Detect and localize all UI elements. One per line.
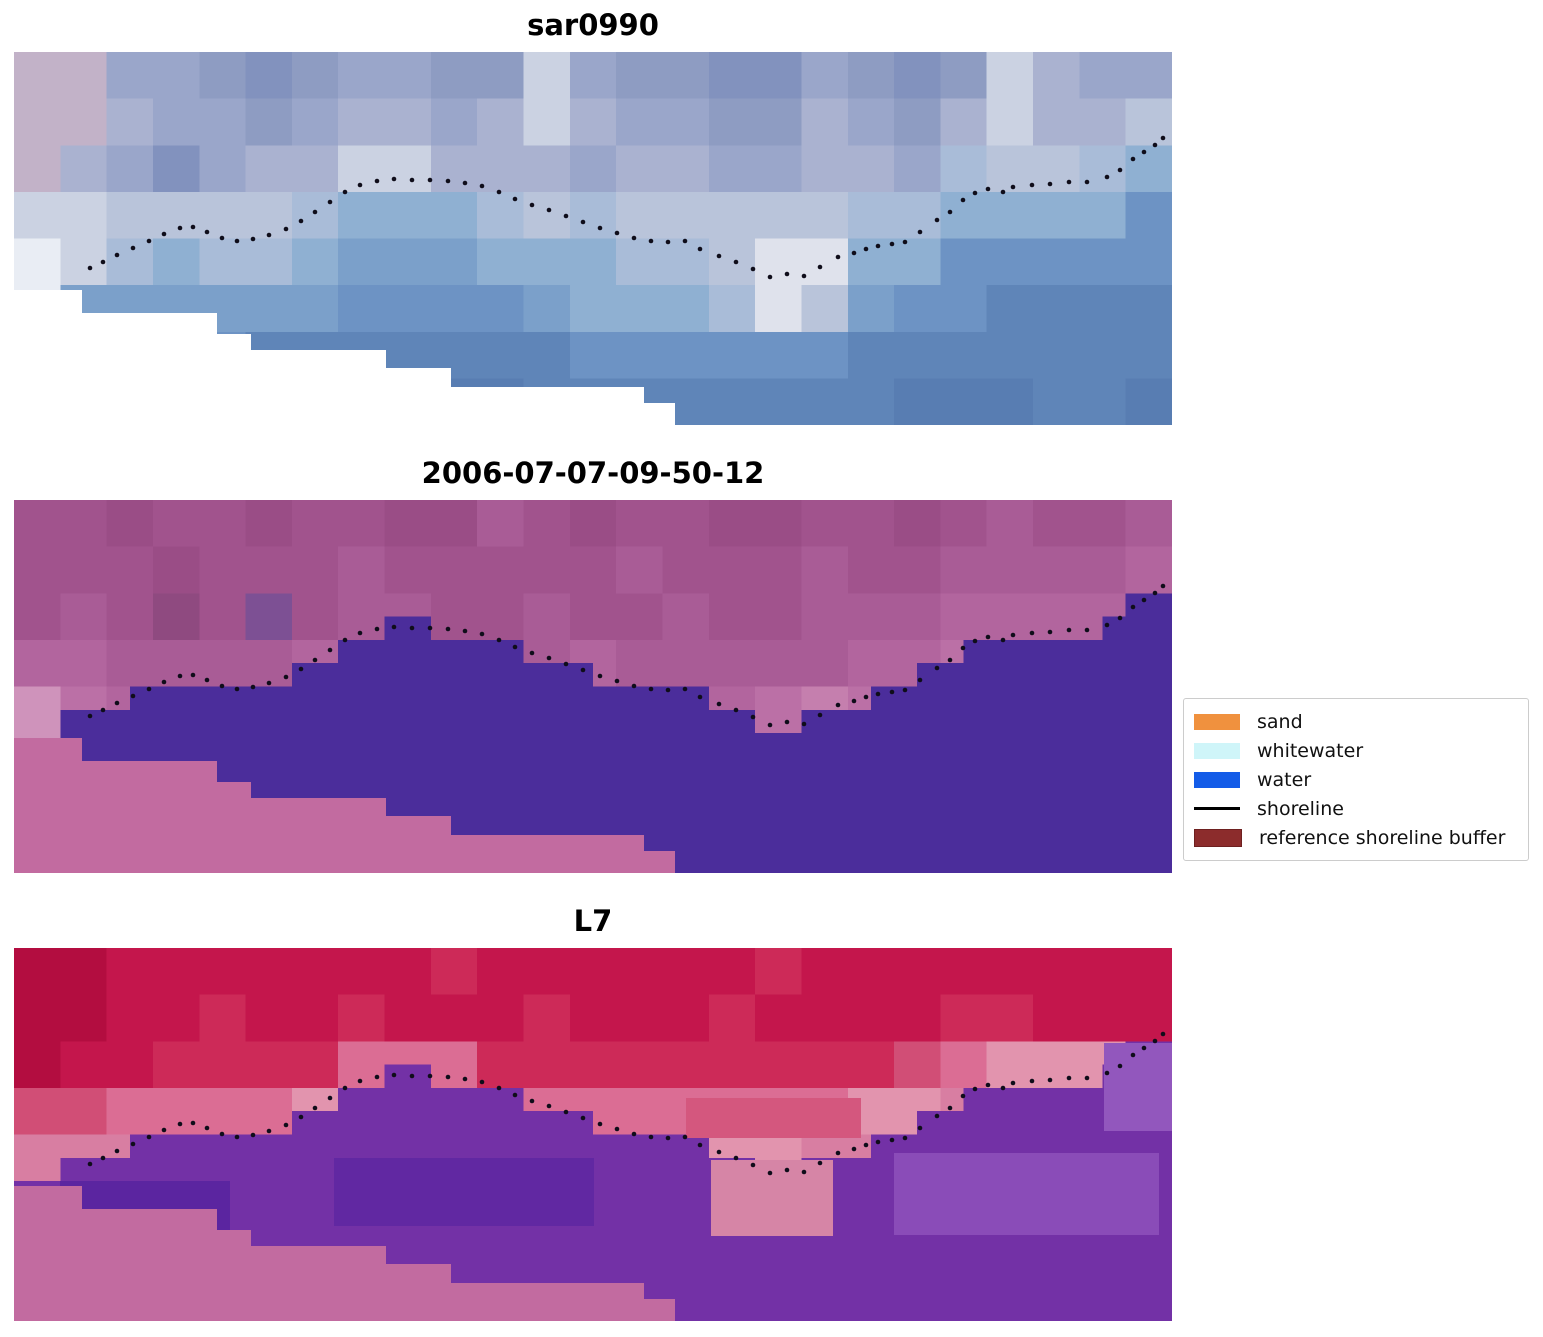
legend-label-sand: sand [1257,710,1303,733]
legend-label-reference-shoreline-buffer: reference shoreline buffer [1259,826,1506,849]
legend-item-reference-shoreline-buffer: reference shoreline buffer [1194,823,1518,852]
sar0990-image [14,52,1172,425]
legend: sand whitewater water shoreline referenc… [1183,698,1529,861]
panel-l7 [14,948,1172,1321]
shoreline-line-swatch [1194,807,1240,810]
legend-item-whitewater: whitewater [1194,736,1518,765]
legend-item-shoreline: shoreline [1194,794,1518,823]
sand-color-swatch [1194,713,1240,730]
panel-title-2006-07-07-09-50-12: 2006-07-07-09-50-12 [421,456,765,490]
legend-item-sand: sand [1194,707,1518,736]
panel-2006-07-07-09-50-12 [14,500,1172,873]
legend-item-water: water [1194,765,1518,794]
water-color-swatch [1194,771,1240,788]
reference-shoreline-buffer-color-swatch [1194,828,1242,847]
legend-label-water: water [1257,768,1312,791]
whitewater-color-swatch [1194,742,1240,759]
panel-title-sar0990: sar0990 [527,8,659,42]
l7-image [14,948,1172,1321]
panel-title-l7: L7 [573,904,613,938]
panel-sar0990 [14,52,1172,425]
classified-image [14,500,1172,873]
legend-label-shoreline: shoreline [1257,797,1344,820]
legend-label-whitewater: whitewater [1257,739,1364,762]
